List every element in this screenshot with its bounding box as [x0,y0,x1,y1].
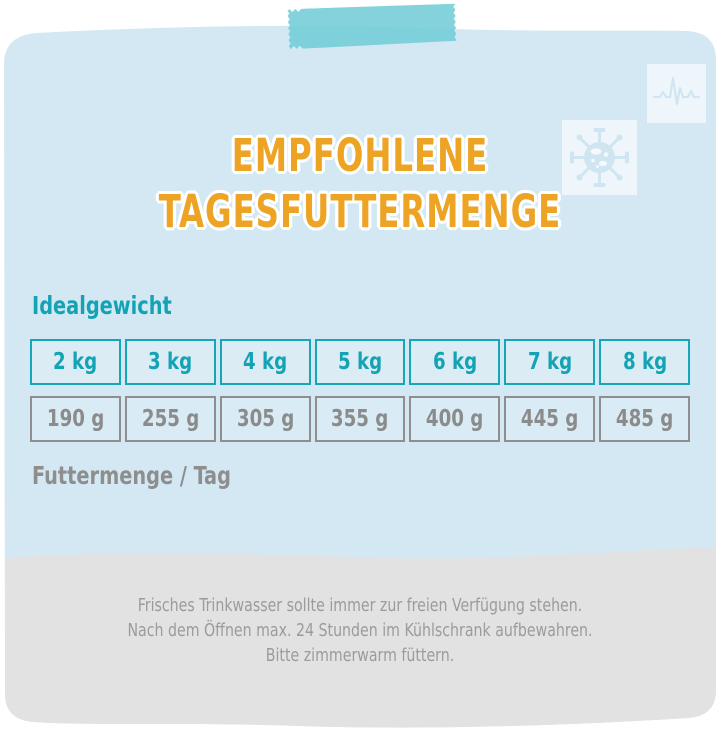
weight-cell: 4 kg [219,339,311,385]
amount-cell: 400 g [409,396,501,442]
ideal-weight-label: Idealgewicht [32,291,172,320]
weight-cell: 5 kg [314,339,406,385]
card-shape [3,25,717,728]
weight-cell: 6 kg [409,339,501,385]
weight-row: 2 kg 3 kg 4 kg 5 kg 6 kg 7 kg 8 kg [30,339,691,385]
weight-cell: 8 kg [599,339,691,385]
weight-cell: 3 kg [124,339,216,385]
feeding-amount-label: Futtermenge / Tag [32,461,231,490]
amount-cell: 255 g [124,396,216,442]
weight-cell: 7 kg [504,339,596,385]
amount-cell: 305 g [219,396,311,442]
amount-cell: 190 g [30,396,121,442]
washi-tape [287,2,457,50]
footer-shape [5,547,716,728]
amount-cell: 445 g [504,396,596,442]
amount-row: 190 g 255 g 305 g 355 g 400 g 445 g 485 … [30,396,691,442]
virus-icon [562,120,637,195]
footer-panel [5,547,716,728]
ecg-icon [647,64,706,123]
tape-fill [287,2,457,50]
weight-cell: 2 kg [30,339,121,385]
amount-cell: 355 g [314,396,406,442]
amount-cell: 485 g [599,396,691,442]
